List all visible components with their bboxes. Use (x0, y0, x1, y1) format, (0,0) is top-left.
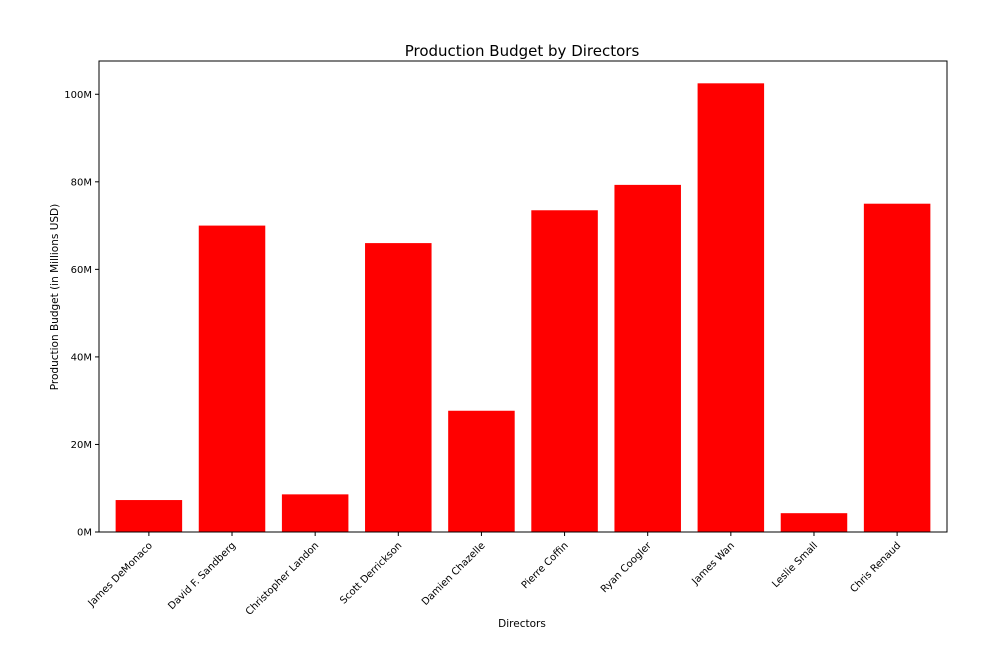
plot-frame (98, 60, 948, 533)
x-axis-label: Directors (498, 618, 546, 630)
bar-4 (448, 410, 515, 532)
bar-0 (115, 500, 183, 532)
chart-title: Production Budget by Directors (405, 42, 640, 60)
bar-5 (531, 210, 598, 532)
x-tick-label-4: Damien Chazelle (420, 540, 488, 608)
x-tick-label-2: Christopher Landon (244, 540, 321, 617)
y-tick-label-1: 20M (71, 440, 92, 451)
y-tick-label-2: 40M (71, 352, 92, 363)
bar-1 (198, 225, 266, 532)
x-tick-label-8: Leslie Small (770, 540, 820, 590)
bar-7 (697, 83, 765, 532)
bar-2 (281, 494, 349, 532)
x-tick-label-5: Pierre Coffin (520, 540, 571, 591)
x-axis: James DeMonaco David F. Sandberg Christoph… (86, 532, 904, 618)
bars-group (115, 83, 931, 532)
bar-6 (614, 184, 681, 532)
y-axis-label: Production Budget (in Millions USD) (49, 204, 61, 390)
x-tick-label-0: James DeMonaco (86, 540, 155, 609)
x-tick-label-6: Ryan Coogler (599, 540, 654, 595)
x-tick-label-3: Scott Derrickson (338, 540, 404, 606)
y-axis: 0M 20M 40M 60M 80M 100M (64, 90, 99, 539)
bar-3 (365, 243, 432, 532)
y-tick-label-0: 0M (77, 528, 92, 539)
bar-9 (863, 203, 931, 532)
y-tick-label-5: 100M (64, 90, 92, 101)
x-tick-label-9: Chris Renaud (849, 540, 904, 595)
x-tick-label-1: David F. Sandberg (166, 540, 238, 612)
x-tick-label-7: James Wan (690, 540, 737, 587)
y-tick-label-4: 80M (71, 177, 92, 188)
y-tick-label-3: 60M (71, 265, 92, 276)
bar-8 (780, 513, 848, 532)
